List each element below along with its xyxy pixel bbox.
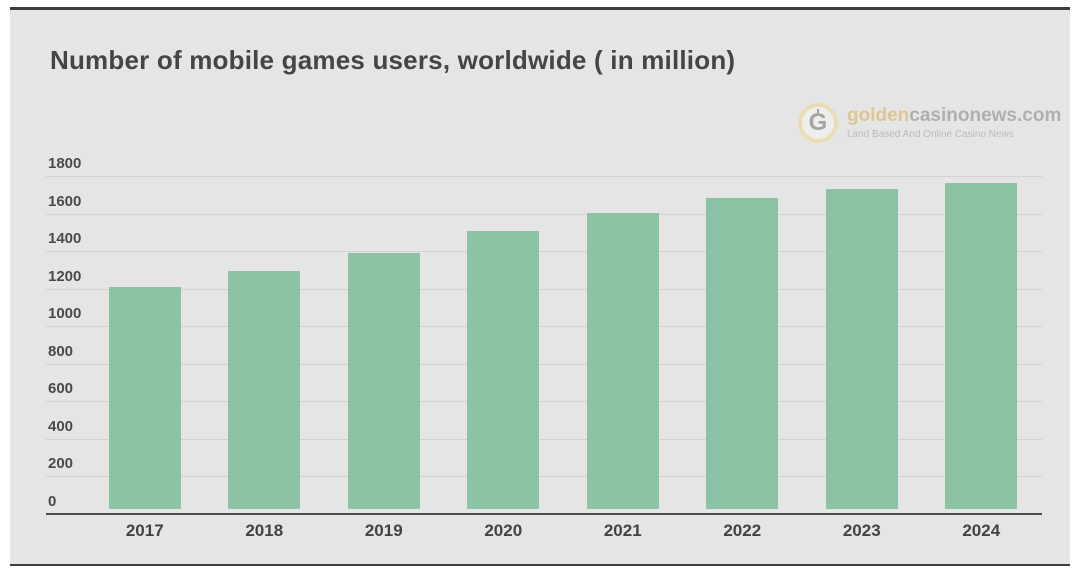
x-axis-labels: 2017 2018 2019 2020 2021 2022 2023 2024 (85, 521, 1041, 541)
ytick-label-1200: 1200 (48, 267, 82, 285)
bar-2022 (706, 198, 779, 509)
xtick-label-2024: 2024 (962, 521, 1001, 540)
bar-slot-2024 (922, 171, 1042, 509)
gridline-1600 (46, 213, 1042, 215)
chart-title: Number of mobile games users, worldwide … (50, 45, 736, 75)
ytick-label-200: 200 (48, 455, 74, 473)
gridline-1800 (46, 176, 1042, 177)
logo-name: goldencasinonews.com (847, 104, 1062, 127)
xtick-label-2021: 2021 (603, 521, 642, 540)
gridline-600 (46, 401, 1042, 403)
g-coin-bar (817, 109, 819, 116)
g-coin-icon: G (798, 103, 838, 143)
bar-slot-2018 (205, 171, 325, 509)
xtick-label-2019: 2019 (364, 521, 403, 540)
logo-tagline: Land Based And Online Casino News (847, 129, 1014, 141)
bar-2021 (586, 213, 659, 509)
gridline-1200 (46, 288, 1042, 290)
logo-name-golden: golden (847, 104, 910, 126)
xtick-label-2018: 2018 (245, 521, 284, 540)
gridline-1400 (46, 251, 1042, 253)
logo-name-casinonews: casinonews.com (909, 104, 1062, 126)
bar-2017 (108, 287, 181, 509)
ytick-label-1800: 1800 (48, 155, 82, 172)
chart-card: Number of mobile games users, worldwide … (10, 7, 1070, 566)
xtick-label-2017: 2017 (125, 521, 164, 540)
ytick-label-1400: 1400 (48, 230, 82, 248)
xtick-label-2020: 2020 (484, 521, 523, 540)
ytick-label-400: 400 (48, 417, 74, 435)
bar-2024 (945, 183, 1018, 509)
xtick-label-2023: 2023 (842, 521, 881, 540)
bar-2020 (467, 231, 540, 509)
bar-slot-2022 (683, 171, 803, 509)
x-axis-line (46, 513, 1042, 515)
bar-slot-2017 (85, 171, 205, 509)
bar-series (85, 171, 1041, 509)
g-coin-letter: G (808, 109, 828, 136)
bar-slot-2021 (563, 171, 683, 509)
ytick-label-1600: 1600 (48, 192, 82, 210)
gridline-400 (46, 438, 1042, 440)
bar-2018 (228, 271, 301, 509)
gridline-800 (46, 363, 1042, 365)
bar-slot-2020 (444, 171, 564, 509)
logo-text: goldencasinonews.com Land Based And Onli… (847, 104, 1062, 141)
ytick-label-0: 0 (48, 493, 57, 510)
bar-2019 (347, 252, 420, 509)
ytick-label-1000: 1000 (48, 305, 82, 323)
gridline-1000 (46, 326, 1042, 328)
ytick-label-800: 800 (48, 342, 74, 360)
gridline-200 (46, 476, 1042, 478)
ytick-label-600: 600 (48, 380, 74, 398)
bar-2023 (825, 188, 898, 509)
bar-slot-2023 (802, 171, 922, 509)
plot-area: 1800 1600 1400 1200 1000 800 600 400 200 0 (46, 155, 1042, 515)
bar-slot-2019 (324, 171, 444, 509)
xtick-label-2022: 2022 (723, 521, 762, 540)
goldencasinonews-logo: G goldencasinonews.com Land Based And On… (798, 103, 1061, 143)
